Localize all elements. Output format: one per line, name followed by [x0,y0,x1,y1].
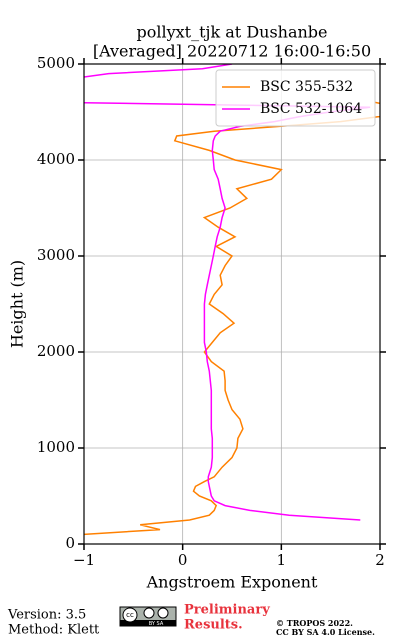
preliminary: Results. [184,618,243,633]
chart-title: pollyxt_tjk at Dushanbe [136,23,327,42]
plot-frame [83,63,381,545]
legend-box [215,69,376,127]
y-axis-label: Height (m) [8,260,27,348]
y-tick-label: 3000 [37,246,75,264]
line [84,64,371,521]
y-tick-label: 0 [65,534,75,552]
x-tick-label: −1 [73,551,95,569]
plot-lines [84,64,380,536]
copyright: CC BY SA 4.0 License. [276,627,375,637]
legend-label: BSC 355-532 [260,79,353,95]
method: Method: Klett [8,623,100,638]
x-axis-label: Angstroem Exponent [146,573,318,592]
x-tick-label: 2 [375,551,385,569]
x-tick-label: 1 [277,551,287,569]
y-tick-label: 2000 [37,342,75,360]
legend-label: BSC 532-1064 [260,101,362,117]
chart-title: [Averaged] 20220712 16:00-16:50 [93,42,371,61]
license-icon: cc BY SA [119,606,177,627]
y-tick-label: 1000 [37,438,75,456]
copyright: © TROPOS 2022. [276,618,353,628]
y-tick-label: 5000 [37,54,75,72]
x-tick-label: 0 [178,551,188,569]
license-icon-text: BY SA [149,621,164,627]
svg-text:cc: cc [126,611,134,619]
preliminary: Preliminary [184,603,270,618]
line [84,101,380,536]
version: Version: 3.5 [7,608,86,623]
y-tick-label: 4000 [37,150,75,168]
